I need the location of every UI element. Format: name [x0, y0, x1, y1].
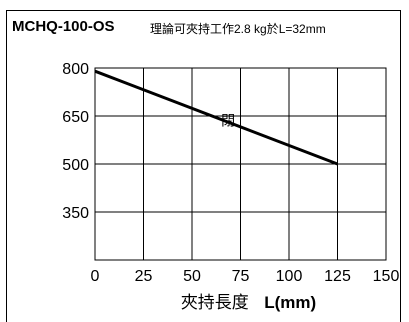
- series-group: [94, 69, 339, 166]
- clamp-note: 理論可夾持工作2.8 kg於L=32mm: [150, 22, 326, 36]
- x-tick-label: 0: [91, 268, 100, 285]
- plot-area-border: [94, 67, 387, 261]
- y-tick-labels: 350 500 650 800: [62, 61, 89, 222]
- model-title: MCHQ-100-OS: [12, 18, 115, 35]
- y-tick-label: 800: [62, 61, 89, 78]
- grid-lines: [94, 67, 387, 260]
- x-tick-label: 75: [232, 268, 250, 285]
- series-line: [94, 69, 339, 166]
- x-tick-label: 150: [373, 268, 400, 285]
- x-tick-label: 100: [276, 268, 303, 285]
- chart-frame: [6, 10, 401, 322]
- y-tick-label: 650: [62, 109, 89, 126]
- x-tick-labels: 0 25 50 75 100 125 150: [91, 268, 400, 285]
- x-tick-label: 25: [135, 268, 153, 285]
- x-tick-label: 50: [183, 268, 201, 285]
- x-axis-label-prefix: 夾持長度: [181, 293, 249, 313]
- y-tick-label: 350: [62, 205, 89, 222]
- x-tick-label: 125: [324, 268, 351, 285]
- closed-annotation: 閉: [221, 114, 235, 130]
- x-axis-label: 夾持長度 L(mm): [181, 293, 316, 313]
- y-tick-label: 500: [62, 157, 89, 174]
- x-axis-label-unit: L(mm): [264, 293, 316, 312]
